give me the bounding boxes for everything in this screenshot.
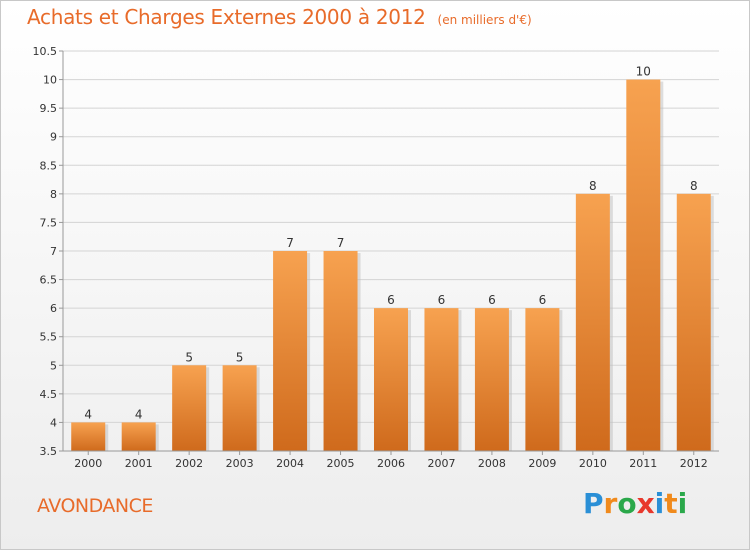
bar-value-label: 4 [135,407,143,421]
x-tick-label: 2007 [427,457,455,470]
y-tick-label: 9 [50,131,57,144]
bar-value-label: 6 [438,293,446,307]
bar-value-label: 8 [690,179,698,193]
x-tick-label: 2004 [276,457,304,470]
x-tick-label: 2000 [74,457,102,470]
x-tick-label: 2003 [226,457,254,470]
commune-name: AVONDANCE [37,495,153,517]
bar [374,308,408,451]
y-tick-label: 7 [50,245,57,258]
y-tick-label: 9.5 [40,102,58,115]
axes: 3.5 4 4.5 5 5.5 6 6.5 7 7.5 8 8.5 9 9.5 10 10.5 2000 200… [33,45,719,470]
x-tick-label: 2012 [680,457,708,470]
x-tick-label: 2008 [478,457,506,470]
bar [273,251,308,451]
bar [71,422,106,451]
bar [121,422,156,451]
bar [323,251,358,451]
chart-subtitle: (en milliers d'€) [437,13,532,27]
x-tick-label: 2001 [125,457,153,470]
y-tick-label: 4.5 [40,388,58,401]
logo-letter: i [654,487,665,520]
y-tick-label: 5.5 [40,331,58,344]
logo-letter: x [636,487,655,520]
bar [424,308,459,451]
bar-value-label: 5 [236,350,244,364]
bar-value-label: 5 [185,350,193,364]
bar [172,365,207,451]
bar [222,365,257,451]
bar [474,308,509,451]
bar-value-label: 6 [488,293,496,307]
x-tick-label: 2006 [377,457,405,470]
x-tick-label: 2010 [579,457,607,470]
y-tick-label: 10 [43,74,57,87]
title-block: Achats et Charges Externes 2000 à 2012 (e… [27,5,532,29]
y-tick-label: 6.5 [40,274,58,287]
bar-value-label: 7 [286,236,294,250]
bar [575,193,610,451]
y-tick-label: 6 [50,302,57,315]
bar-value-label: 10 [636,65,651,79]
bar-value-label: 4 [84,407,92,421]
y-tick-label: 3.5 [40,445,58,458]
bar [626,79,661,452]
bar [676,193,711,451]
y-tick-label: 4 [50,416,57,429]
bars: 4 4 5 5 7 7 6 6 6 6 8 10 8 [71,65,714,452]
logo-letter: o [617,487,637,520]
y-tick-label: 8.5 [40,159,58,172]
x-tick-label: 2011 [629,457,657,470]
bar [525,308,560,451]
chart-title: Achats et Charges Externes 2000 à 2012 [27,5,426,29]
logo-letter: P [583,487,604,520]
y-tick-label: 8 [50,188,57,201]
proxiti-logo[interactable]: Proxiti [583,487,687,520]
y-tick-label: 5 [50,359,57,372]
bar-value-label: 8 [589,179,597,193]
x-tick-label: 2002 [175,457,203,470]
bar-value-label: 6 [387,293,395,307]
logo-letter: i [677,487,688,520]
y-tick-label: 10.5 [33,45,58,58]
bar-value-label: 6 [539,293,547,307]
logo-letter: r [603,487,618,520]
x-tick-label: 2005 [327,457,355,470]
y-tick-label: 7.5 [40,216,58,229]
x-tick-label: 2009 [528,457,556,470]
bar-value-label: 7 [337,236,345,250]
logo-letter: t [664,487,678,520]
